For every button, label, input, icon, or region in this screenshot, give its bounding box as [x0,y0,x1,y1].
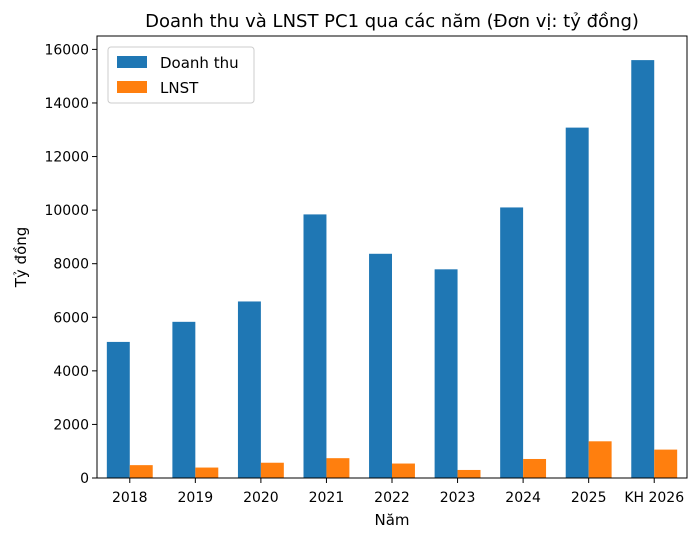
y-tick-label: 2000 [53,417,89,433]
x-axis-label: Năm [374,511,409,529]
bar-doanh-thu-2024 [500,207,524,478]
x-tick-label: KH 2026 [624,490,684,506]
bar-lnst-2019 [195,467,219,478]
y-tick-label: 6000 [53,310,89,326]
x-ticks-group: 2018 2019 2020 2021 2022 2023 2024 2025 KH 2026 [112,478,684,506]
legend-swatch-lnst [117,81,147,93]
bar-doanh-thu-2025 [565,127,589,478]
bar-lnst-2023 [457,469,481,478]
bar-doanh-thu-2021 [303,214,327,478]
chart-title: Doanh thu và LNST PC1 qua các năm (Đơn v… [145,11,639,32]
x-tick-label: 2024 [505,490,541,506]
x-tick-label: 2020 [243,490,279,506]
bar-lnst-2025 [588,441,612,478]
y-ticks-group: 0 2000 4000 6000 8000 10000 12000 14000 16000 [44,42,97,487]
y-tick-label: 12000 [44,150,89,166]
y-tick-label: 8000 [53,257,89,273]
plot-frame [96,35,688,479]
bar-lnst-kh-2026 [654,449,678,478]
y-tick-label: 16000 [44,42,89,58]
bar-lnst-2021 [326,458,350,478]
bar-doanh-thu-kh-2026 [631,60,655,478]
bar-doanh-thu-2020 [237,301,261,478]
y-axis-label: Tỷ đồng [12,227,30,289]
legend-swatch-doanh-thu [117,56,147,68]
legend-label-lnst: LNST [160,79,199,97]
x-tick-label: 2021 [309,490,345,506]
bar-lnst-2018 [129,465,153,478]
x-tick-label: 2025 [571,490,607,506]
legend-label-doanh-thu: Doanh thu [160,54,239,72]
legend: Doanh thu LNST [107,46,255,104]
bar-lnst-2022 [392,463,415,478]
bar-lnst-2020 [260,462,284,478]
x-tick-label: 2019 [178,490,214,506]
x-tick-label: 2022 [374,490,410,506]
x-tick-label: 2023 [440,490,476,506]
bar-doanh-thu-2022 [369,253,392,478]
bar-doanh-thu-2023 [434,269,458,478]
bar-doanh-thu-2018 [106,341,130,478]
y-tick-label: 4000 [53,364,89,380]
y-tick-label: 10000 [44,203,89,219]
y-tick-label: 14000 [44,96,89,112]
y-tick-label: 0 [80,471,89,487]
bars-group [106,60,678,478]
x-tick-label: 2018 [112,490,148,506]
bar-lnst-2024 [523,458,547,478]
bar-doanh-thu-2019 [172,321,196,478]
